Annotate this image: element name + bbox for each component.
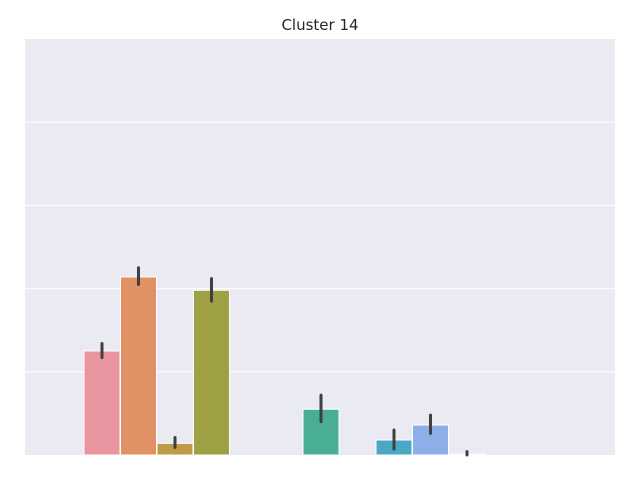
error-bars [100, 266, 469, 457]
bar-2 [120, 276, 157, 456]
bar-4 [193, 289, 230, 456]
bar-1 [83, 350, 121, 456]
chart-title: Cluster 14 [281, 16, 358, 34]
